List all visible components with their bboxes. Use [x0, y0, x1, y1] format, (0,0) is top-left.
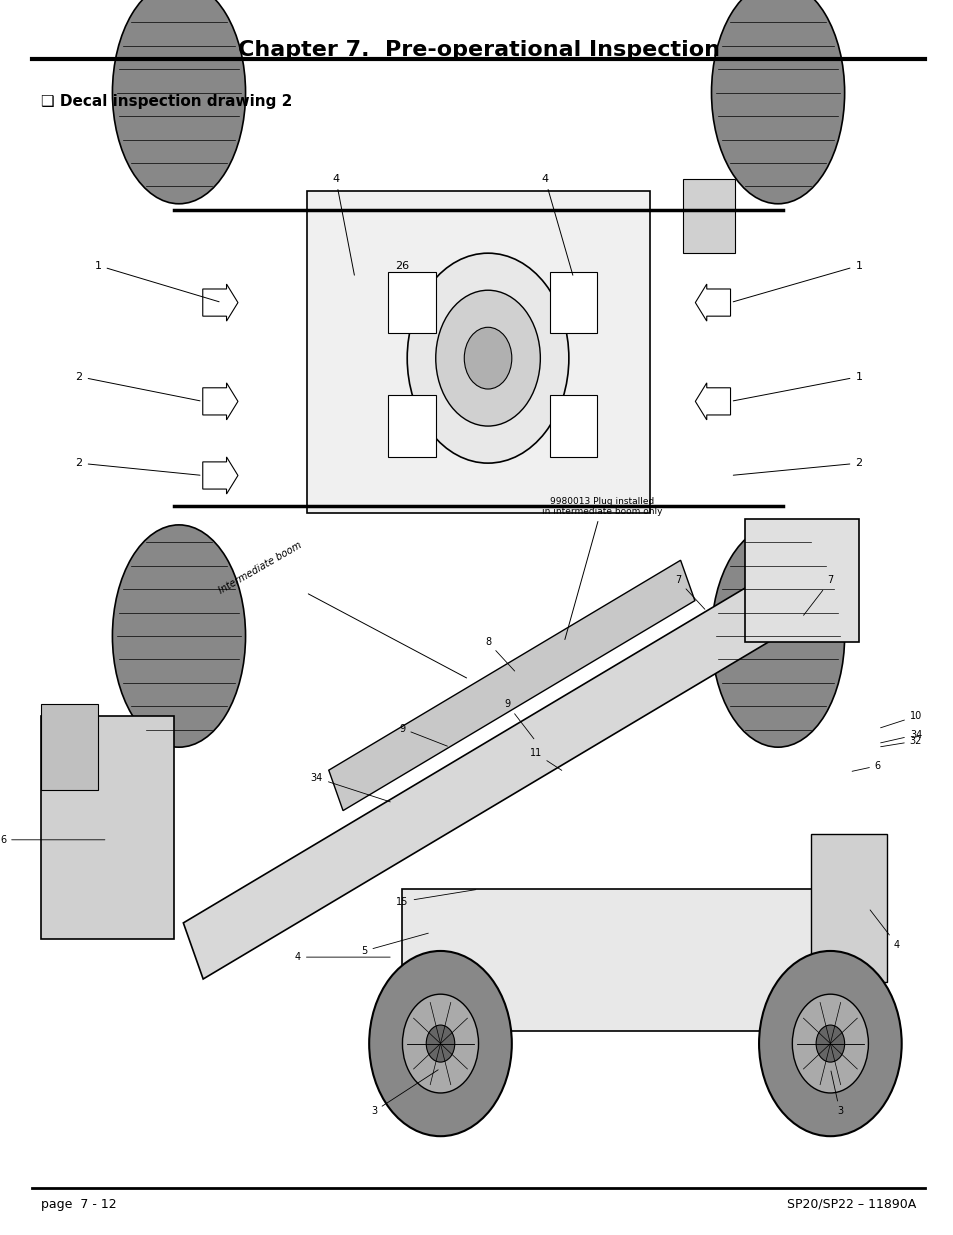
- Circle shape: [426, 1025, 455, 1062]
- Ellipse shape: [112, 525, 245, 747]
- Text: SP20/SP22 – 11890A: SP20/SP22 – 11890A: [786, 1198, 915, 1210]
- Text: Intermediate boom: Intermediate boom: [216, 540, 466, 678]
- Text: 9: 9: [399, 724, 447, 746]
- Circle shape: [464, 327, 511, 389]
- Bar: [41, 704, 98, 790]
- Bar: [388, 272, 436, 333]
- Text: 9980013 Plug installed
in intermediate boom only: 9980013 Plug installed in intermediate b…: [541, 496, 661, 640]
- Circle shape: [407, 253, 568, 463]
- Circle shape: [402, 994, 478, 1093]
- Bar: [549, 272, 597, 333]
- FancyBboxPatch shape: [744, 519, 858, 642]
- Text: 34: 34: [880, 730, 922, 743]
- FancyArrow shape: [695, 383, 730, 420]
- Text: 1: 1: [733, 372, 862, 401]
- Bar: [682, 179, 735, 253]
- Text: 3: 3: [371, 1070, 437, 1116]
- Text: 8: 8: [484, 637, 514, 671]
- Text: 10: 10: [880, 711, 922, 727]
- Text: 5: 5: [361, 934, 428, 956]
- Text: 26: 26: [395, 261, 409, 270]
- Polygon shape: [329, 561, 694, 810]
- Text: 7: 7: [802, 576, 833, 615]
- Bar: [549, 395, 597, 457]
- Text: 4: 4: [294, 952, 390, 962]
- Text: Chapter 7.  Pre-operational Inspection: Chapter 7. Pre-operational Inspection: [237, 40, 719, 59]
- Text: 11: 11: [529, 748, 561, 771]
- Circle shape: [792, 994, 867, 1093]
- Text: ❑ Decal inspection drawing 2: ❑ Decal inspection drawing 2: [41, 94, 293, 109]
- Circle shape: [369, 951, 511, 1136]
- Text: page  7 - 12: page 7 - 12: [41, 1198, 116, 1210]
- Ellipse shape: [112, 0, 245, 204]
- Text: 2: 2: [75, 458, 200, 475]
- Text: 15: 15: [395, 889, 476, 906]
- Polygon shape: [183, 577, 782, 979]
- FancyArrow shape: [203, 383, 237, 420]
- Text: 34: 34: [311, 773, 390, 802]
- Ellipse shape: [711, 0, 843, 204]
- Text: 1: 1: [733, 261, 862, 301]
- FancyArrow shape: [695, 284, 730, 321]
- Text: 2: 2: [733, 458, 862, 475]
- Text: 2: 2: [75, 372, 200, 401]
- Bar: [810, 834, 886, 982]
- Text: 3: 3: [830, 1071, 842, 1116]
- Bar: [388, 395, 436, 457]
- Text: 32: 32: [880, 736, 922, 747]
- Text: 7: 7: [675, 576, 704, 609]
- Text: 6: 6: [0, 835, 105, 845]
- FancyArrow shape: [203, 284, 237, 321]
- Text: 9: 9: [503, 699, 534, 739]
- Circle shape: [436, 290, 539, 426]
- Text: 4: 4: [541, 174, 572, 275]
- Text: 4: 4: [869, 910, 899, 950]
- Bar: [402, 889, 839, 1031]
- Circle shape: [759, 951, 901, 1136]
- Circle shape: [815, 1025, 843, 1062]
- Text: 6: 6: [851, 761, 880, 772]
- FancyArrow shape: [203, 457, 237, 494]
- Bar: [307, 191, 649, 513]
- Text: 4: 4: [332, 174, 354, 275]
- Text: 1: 1: [94, 261, 219, 301]
- Ellipse shape: [711, 525, 843, 747]
- Bar: [41, 716, 174, 939]
